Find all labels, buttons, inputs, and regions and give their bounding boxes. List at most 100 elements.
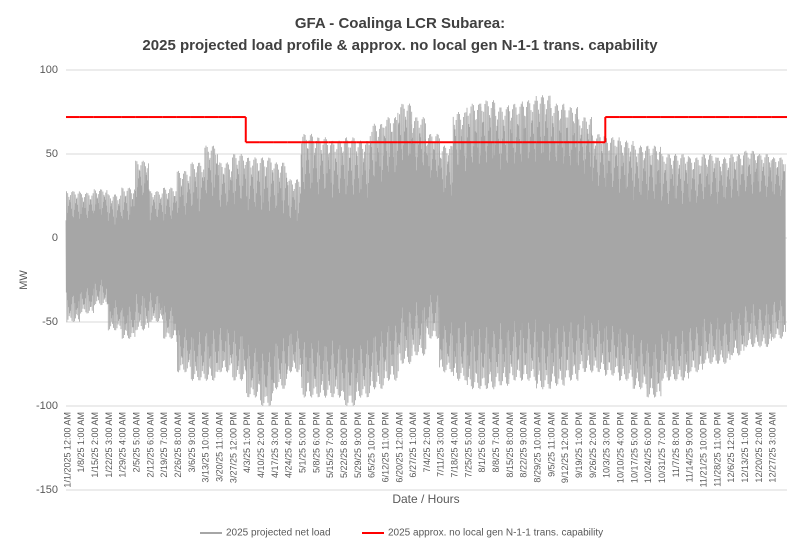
x-tick-label: 12/6/25 12:00 AM — [726, 412, 736, 483]
x-tick-label: 10/10/25 4:00 PM — [616, 412, 626, 483]
net-load — [383, 117, 399, 381]
x-tick-label: 11/7/25 8:00 PM — [671, 412, 681, 477]
net-load — [411, 117, 427, 356]
net-load — [245, 157, 261, 398]
x-tick-label: 11/14/25 9:00 PM — [685, 412, 695, 482]
net-load — [743, 150, 759, 348]
x-tick-label: 12/13/25 1:00 AM — [740, 412, 750, 483]
x-tick-label: 4/10/25 2:00 PM — [256, 412, 266, 478]
net-load — [604, 137, 620, 376]
net-load — [577, 116, 593, 373]
x-tick-label: 2/26/25 8:00 AM — [173, 412, 183, 478]
x-tick-label: 12/27/25 3:00 AM — [768, 412, 778, 483]
net-load — [342, 137, 358, 406]
net-load — [65, 190, 81, 323]
x-tick-label: 9/12/25 12:00 PM — [560, 412, 570, 483]
net-load — [203, 145, 219, 381]
net-load — [134, 160, 150, 331]
x-tick-label: 6/5/25 10:00 PM — [367, 412, 377, 478]
x-tick-label: 2/19/25 7:00 AM — [159, 412, 169, 478]
y-tick-label: -50 — [42, 316, 58, 328]
net-load — [439, 145, 454, 373]
x-tick-label: 5/22/25 8:00 PM — [339, 412, 349, 478]
x-tick-label: 5/15/25 7:00 PM — [325, 412, 335, 478]
net-load — [93, 189, 109, 306]
x-tick-label: 4/24/25 4:00 PM — [284, 412, 294, 478]
y-tick-label: -100 — [36, 400, 58, 412]
x-tick-label: 2/12/25 6:00 AM — [145, 412, 155, 478]
x-tick-label: 8/1/25 6:00 AM — [477, 412, 487, 473]
x-tick-label: 3/13/25 10:00 AM — [201, 412, 211, 483]
net-load — [300, 133, 316, 398]
x-tick-label: 7/18/25 4:00 AM — [450, 412, 460, 478]
net-load — [162, 187, 178, 339]
y-tick-label: -150 — [36, 484, 58, 496]
net-load — [356, 140, 371, 398]
x-tick-label: 6/27/25 1:00 AM — [408, 412, 418, 478]
x-tick-label: 3/20/25 11:00 AM — [214, 412, 224, 482]
x-tick-label: 1/15/25 2:00 AM — [90, 412, 100, 478]
net-load — [701, 153, 717, 365]
x-tick-label: 9/19/25 1:00 PM — [574, 412, 584, 478]
chart-subtitle: 2025 projected load profile & approx. no… — [142, 37, 658, 54]
x-tick-label: 10/3/25 3:00 PM — [602, 412, 612, 478]
net-load — [259, 157, 275, 406]
y-axis-title: MW — [18, 270, 30, 290]
net-load — [508, 103, 523, 381]
net-load — [425, 133, 440, 339]
legend-label: 2025 projected net load — [226, 528, 331, 539]
net-load — [632, 145, 648, 390]
net-load — [273, 162, 288, 390]
net-load — [217, 162, 233, 373]
net-load — [521, 100, 537, 381]
x-tick-label: 1/22/25 3:00 AM — [104, 412, 114, 478]
net-load — [286, 179, 302, 373]
x-axis-title: Date / Hours — [392, 492, 459, 506]
net-load — [563, 106, 579, 381]
net-load — [397, 103, 413, 365]
net-load — [618, 140, 634, 381]
x-tick-label: 5/29/25 9:00 PM — [353, 412, 363, 478]
x-tick-label: 11/28/25 11:00 PM — [712, 412, 722, 487]
net-load — [328, 140, 344, 398]
net-load — [231, 153, 247, 381]
x-tick-label: 5/1/25 5:00 PM — [297, 412, 307, 473]
x-tick-label: 2/5/25 5:00 AM — [132, 412, 142, 473]
net-load — [79, 192, 95, 314]
net-load — [757, 153, 772, 348]
x-tick-label: 11/21/25 10:00 PM — [698, 412, 708, 487]
x-tick-label: 9/26/25 2:00 PM — [588, 412, 598, 478]
net-load — [494, 106, 510, 386]
net-load — [674, 153, 689, 381]
x-tick-label: 10/24/25 6:00 PM — [643, 412, 653, 483]
net-load — [466, 103, 482, 390]
x-tick-label: 4/17/25 3:00 PM — [270, 412, 280, 478]
x-tick-label: 7/25/25 5:00 AM — [463, 412, 473, 478]
chart-title: GFA - Coalinga LCR Subarea: — [295, 15, 505, 32]
x-tick-label: 1/1/2025 12:00 AM — [62, 412, 72, 488]
y-tick-label: 0 — [52, 232, 58, 244]
x-tick-label: 8/22/25 9:00 AM — [519, 412, 529, 478]
net-load — [770, 157, 786, 339]
x-tick-label: 6/20/25 12:00 AM — [394, 412, 404, 483]
x-tick-label: 9/5/25 11:00 AM — [546, 412, 556, 477]
x-tick-label: 7/4/25 2:00 AM — [422, 412, 432, 473]
y-tick-label: 50 — [46, 148, 58, 160]
legend-label: 2025 approx. no local gen N-1-1 trans. c… — [388, 528, 603, 539]
net-load — [535, 95, 551, 390]
x-tick-label: 1/8/25 1:00 AM — [76, 412, 86, 473]
net-load — [549, 103, 565, 386]
net-load — [176, 170, 192, 373]
x-tick-label: 4/3/25 1:00 PM — [242, 412, 252, 473]
net-load — [190, 162, 205, 381]
net-load — [646, 145, 662, 398]
x-tick-label: 8/29/25 10:00 AM — [533, 412, 543, 483]
net-load — [591, 133, 606, 373]
net-load — [148, 190, 164, 323]
x-tick-label: 1/29/25 4:00 AM — [118, 412, 128, 478]
net-load — [314, 137, 330, 398]
x-tick-label: 3/6/25 9:00 AM — [187, 412, 197, 473]
net-load — [120, 187, 136, 339]
x-tick-label: 10/17/25 5:00 PM — [629, 412, 639, 483]
